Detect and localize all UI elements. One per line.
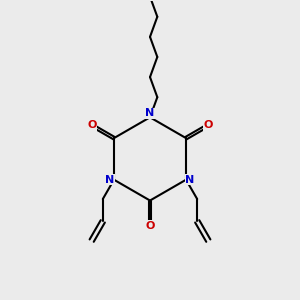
Text: N: N	[185, 175, 194, 185]
Text: O: O	[203, 121, 213, 130]
Text: N: N	[106, 175, 115, 185]
Text: O: O	[145, 221, 155, 231]
Text: N: N	[146, 108, 154, 118]
Text: O: O	[87, 121, 97, 130]
